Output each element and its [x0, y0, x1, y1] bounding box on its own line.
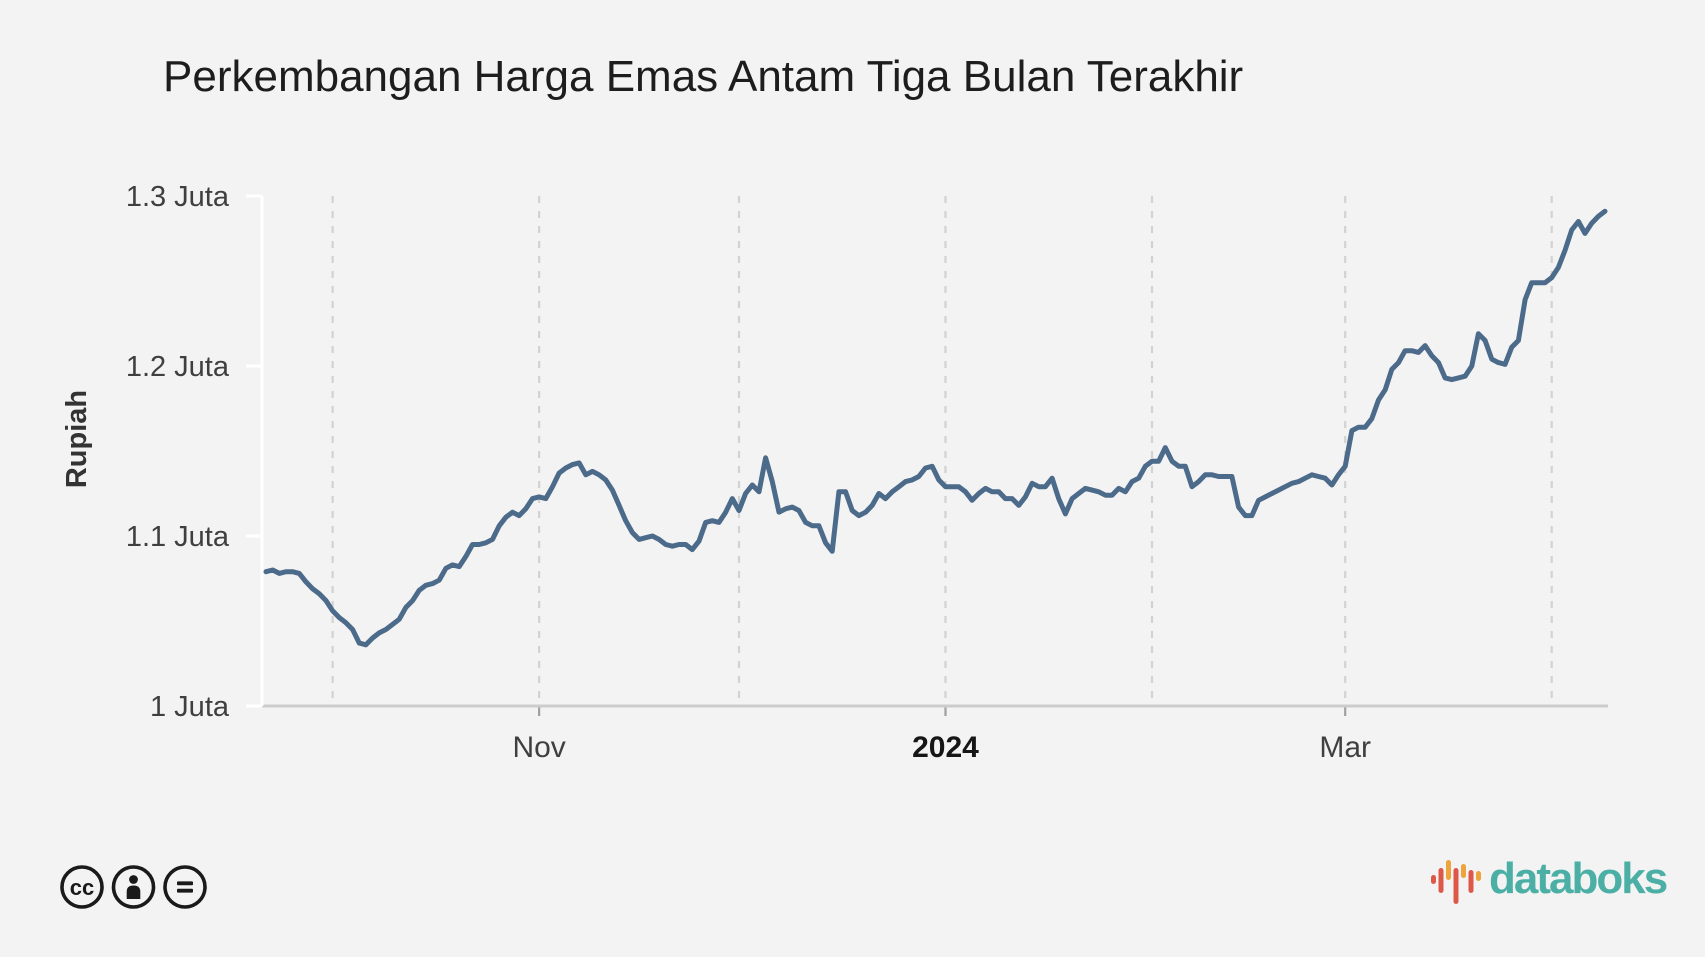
- y-tick-label: 1.2 Juta: [126, 351, 230, 383]
- license-icons: cc: [60, 865, 207, 909]
- databoks-wordmark: databoks: [1489, 854, 1668, 903]
- y-tick-label: 1.3 Juta: [126, 181, 230, 213]
- by-icon: [111, 865, 156, 909]
- x-tick-label: Mar: [1319, 731, 1371, 764]
- y-tick-label: 1.1 Juta: [126, 521, 230, 553]
- databoks-logo: databoks: [1429, 854, 1689, 914]
- databoks-logo-icon: [1431, 860, 1481, 904]
- y-tick-label: 1 Juta: [150, 691, 230, 723]
- svg-text:cc: cc: [70, 875, 94, 900]
- chart-title: Perkembangan Harga Emas Antam Tiga Bulan…: [163, 52, 1244, 101]
- x-tick-label: 2024: [912, 731, 979, 764]
- nd-icon: [163, 865, 207, 909]
- x-tick-label: Nov: [512, 731, 565, 764]
- cc-icon: cc: [60, 865, 104, 909]
- price-line: [263, 208, 1608, 648]
